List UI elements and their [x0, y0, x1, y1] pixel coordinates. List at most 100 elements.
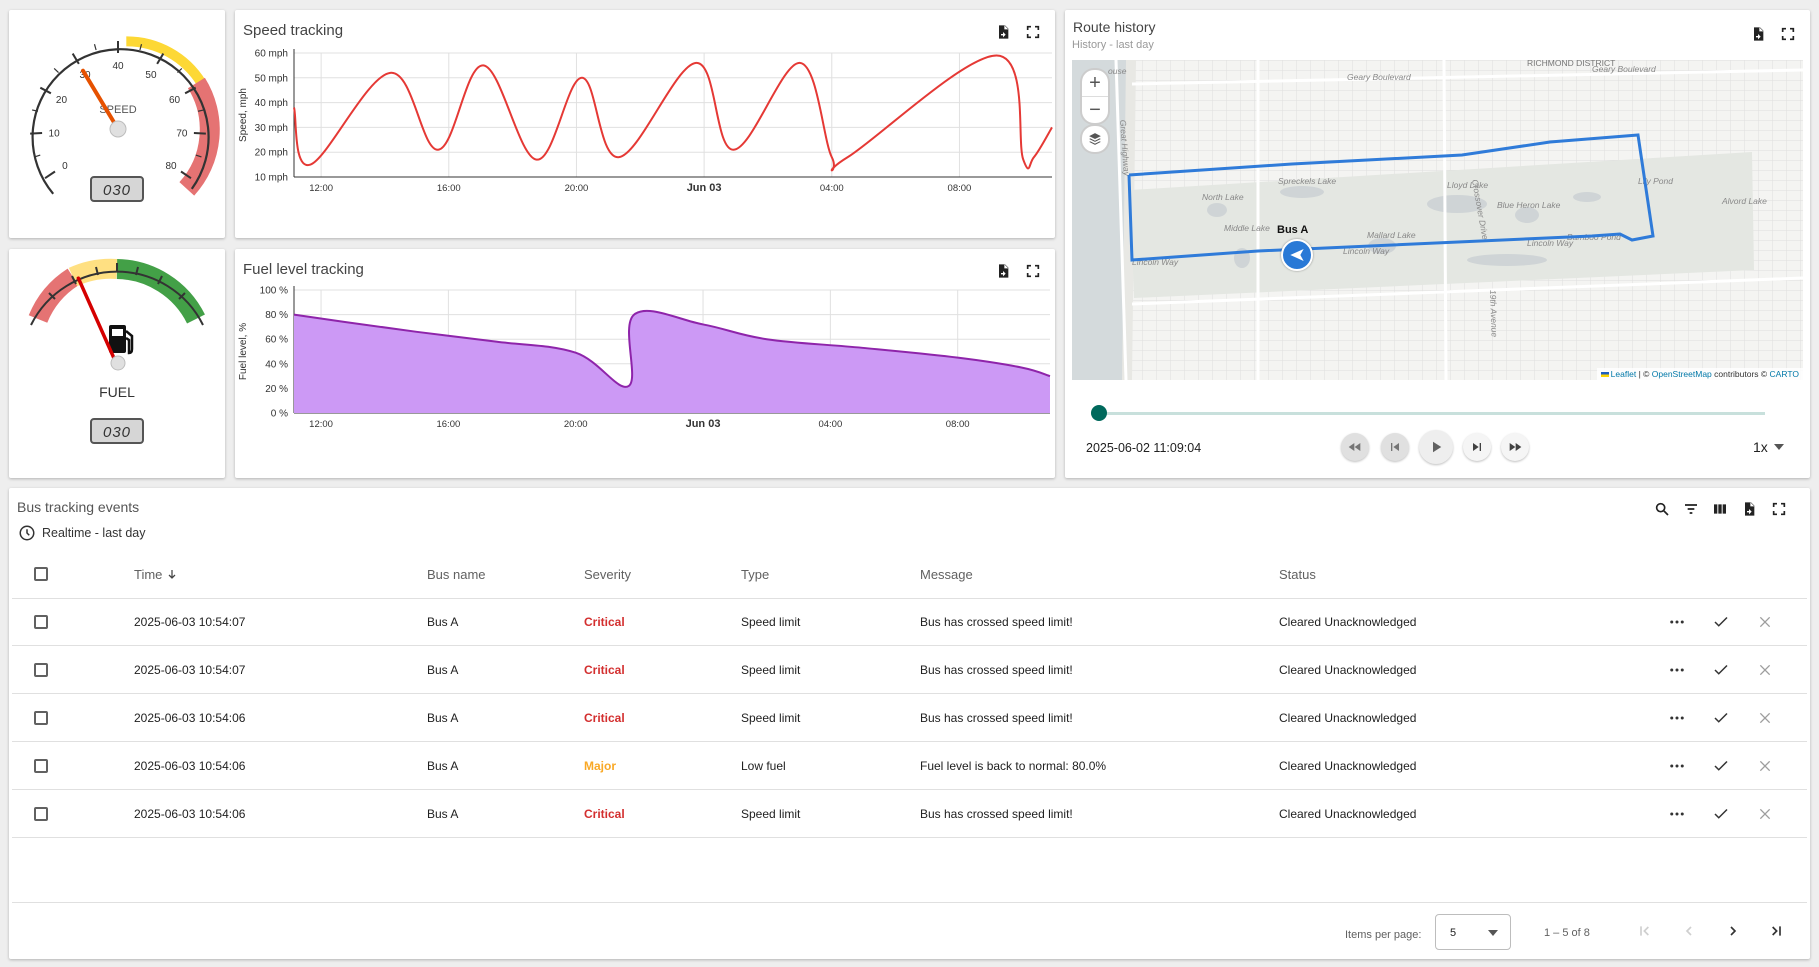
clear-button[interactable]	[1753, 694, 1777, 741]
fullscreen-button[interactable]	[1778, 24, 1798, 44]
check-icon	[1714, 808, 1728, 819]
row-checkbox[interactable]	[34, 710, 48, 725]
row-checkbox[interactable]	[34, 806, 48, 821]
acknowledge-button[interactable]	[1709, 694, 1733, 741]
acknowledge-button[interactable]	[1709, 646, 1733, 693]
gauge-tick	[177, 67, 183, 73]
play-button[interactable]	[1419, 430, 1453, 464]
last-page-button[interactable]	[1766, 921, 1786, 941]
more-actions-button[interactable]	[1665, 694, 1689, 741]
svg-text:Geary Boulevard: Geary Boulevard	[1592, 64, 1656, 74]
speed-chart-plot: 10 mph 20 mph 30 mph 40 mph 50 mph 60 mph 12:0…	[238, 49, 1053, 194]
gauge-tick	[180, 170, 192, 180]
fast-forward-button[interactable]	[1501, 433, 1529, 461]
previous-page-button[interactable]	[1679, 921, 1699, 941]
columns-button[interactable]	[1710, 499, 1730, 519]
timewindow[interactable]: Realtime - last day	[18, 524, 146, 542]
page-size-select[interactable]: 5	[1435, 914, 1511, 950]
svg-text:Lily Pond: Lily Pond	[1638, 176, 1673, 186]
cell-message: Fuel level is back to normal: 80.0%	[920, 758, 1107, 773]
table-row[interactable]: 2025-06-03 10:54:06 Bus A Critical Speed li…	[12, 694, 1807, 742]
speed-gauge-card: 01020304050607080 SPEED 030	[9, 10, 225, 238]
attribution-sep: | ©	[1636, 369, 1652, 379]
export-button[interactable]	[993, 261, 1013, 281]
carto-link[interactable]: CARTO	[1769, 369, 1799, 379]
leaflet-link[interactable]: Leaflet	[1610, 369, 1637, 379]
column-header-status[interactable]: Status	[1279, 566, 1316, 582]
map[interactable]: RICHMOND DISTRICT Geary Boulevard Geary …	[1072, 60, 1803, 380]
column-header-time[interactable]: Time	[134, 550, 178, 598]
acknowledge-button[interactable]	[1709, 790, 1733, 837]
row-checkbox[interactable]	[34, 758, 48, 773]
chevron-down-icon	[1488, 930, 1498, 936]
clear-button[interactable]	[1753, 790, 1777, 837]
skip-next-button[interactable]	[1463, 433, 1491, 461]
osm-link[interactable]: OpenStreetMap	[1651, 369, 1712, 379]
fullscreen-button[interactable]	[1769, 499, 1789, 519]
check-icon	[1714, 616, 1728, 627]
timeline-slider[interactable]	[1091, 405, 1765, 421]
cell-type: Speed limit	[741, 662, 801, 677]
table-row[interactable]: 2025-06-03 10:54:07 Bus A Critical Speed li…	[12, 598, 1807, 646]
fuel-gauge-display-frame	[90, 418, 144, 444]
slider-thumb[interactable]	[1091, 405, 1107, 421]
fullscreen-button[interactable]	[1023, 261, 1043, 281]
svg-text:Lincoln Way: Lincoln Way	[1343, 246, 1390, 256]
close-icon	[1759, 616, 1771, 627]
table-row[interactable]: 2025-06-03 10:54:07 Bus A Critical Speed li…	[12, 646, 1807, 694]
x-tick-label: 20:00	[564, 419, 588, 430]
events-title: Bus tracking events	[17, 499, 140, 515]
playback-timestamp: 2025-06-02 11:09:04	[1086, 441, 1202, 455]
skip-previous-button[interactable]	[1381, 433, 1409, 461]
next-page-button[interactable]	[1723, 921, 1743, 941]
playback-speed-select[interactable]: 1x	[1753, 439, 1784, 455]
more-actions-button[interactable]	[1665, 598, 1689, 645]
search-button[interactable]	[1652, 499, 1672, 519]
cell-time: 2025-06-03 10:54:07	[134, 614, 246, 629]
cell-severity: Critical	[584, 614, 625, 629]
cell-bus-name: Bus A	[427, 710, 459, 725]
acknowledge-button[interactable]	[1709, 598, 1733, 645]
zoom-in-button[interactable]: +	[1082, 70, 1108, 97]
export-button[interactable]	[1739, 499, 1759, 519]
fuel-gauge-card: FUEL 030	[9, 249, 225, 478]
column-header-bus-name[interactable]: Bus name	[427, 566, 486, 582]
filter-button[interactable]	[1681, 499, 1701, 519]
column-header-message[interactable]: Message	[920, 566, 973, 582]
row-checkbox[interactable]	[34, 614, 48, 629]
beach	[1122, 60, 1136, 380]
more-actions-button[interactable]	[1665, 646, 1689, 693]
fuel-gauge-needle	[76, 276, 119, 367]
row-checkbox[interactable]	[34, 662, 48, 677]
select-all-checkbox[interactable]	[34, 567, 48, 581]
column-header-severity[interactable]: Severity	[584, 566, 631, 582]
fast-rewind-button[interactable]	[1341, 433, 1369, 461]
fullscreen-button[interactable]	[1023, 22, 1043, 42]
more-actions-button[interactable]	[1665, 742, 1689, 789]
gauge-tick	[156, 53, 165, 65]
layers-button[interactable]	[1080, 124, 1110, 154]
clear-button[interactable]	[1753, 742, 1777, 789]
clear-button[interactable]	[1753, 646, 1777, 693]
clear-button[interactable]	[1753, 598, 1777, 645]
more-actions-button[interactable]	[1665, 790, 1689, 837]
first-page-button[interactable]	[1635, 921, 1655, 941]
export-button[interactable]	[993, 22, 1013, 42]
table-row[interactable]: 2025-06-03 10:54:06 Bus A Major Low fuel Fue…	[12, 742, 1807, 790]
bus-marker[interactable]	[1281, 239, 1313, 271]
cell-time: 2025-06-03 10:54:06	[134, 758, 246, 773]
x-tick-label: Jun 03	[687, 182, 722, 194]
export-button[interactable]	[1748, 24, 1768, 44]
gauge-tick	[30, 131, 43, 135]
x-tick-label: 20:00	[565, 183, 589, 194]
fuel-gauge-ticks	[48, 263, 186, 300]
column-header-type[interactable]: Type	[741, 566, 770, 582]
acknowledge-button[interactable]	[1709, 742, 1733, 789]
speed-gauge: 01020304050607080 SPEED 030	[30, 36, 220, 202]
table-row[interactable]: 2025-06-03 10:54:06 Bus A Critical Speed li…	[12, 790, 1807, 838]
zoom-out-button[interactable]: −	[1089, 98, 1101, 121]
y-tick-label: 20 mph	[255, 148, 288, 159]
cell-bus-name: Bus A	[427, 806, 459, 821]
export-file-icon	[999, 264, 1009, 278]
page-range: 1 – 5 of 8	[1544, 927, 1590, 939]
